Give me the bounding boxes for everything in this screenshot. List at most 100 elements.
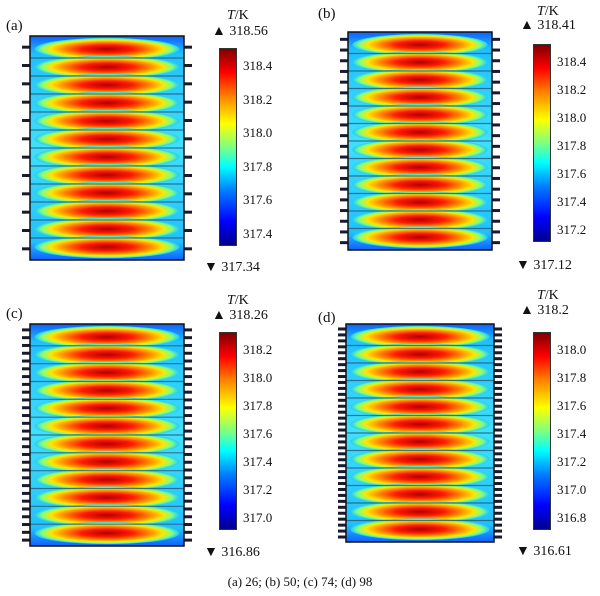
right-fin xyxy=(184,421,192,425)
right-fin xyxy=(184,476,192,480)
right-fin xyxy=(492,80,500,84)
right-fin xyxy=(492,219,500,223)
right-fin xyxy=(492,241,500,245)
left-fin xyxy=(338,499,346,503)
left-fin xyxy=(338,464,346,468)
left-fin xyxy=(22,351,30,355)
max-marker-icon: ▲ xyxy=(520,303,534,318)
max-marker-icon: ▲ xyxy=(520,18,534,33)
colorbar-tick-label: 317.8 xyxy=(557,370,587,385)
left-fin xyxy=(22,328,30,332)
left-fin xyxy=(338,357,346,361)
heat-band xyxy=(350,500,490,523)
left-fin xyxy=(340,209,348,213)
heat-band xyxy=(34,127,180,151)
colorbar xyxy=(533,332,551,530)
left-fin xyxy=(340,219,348,223)
right-fin xyxy=(494,386,502,390)
right-fin xyxy=(494,410,502,414)
left-fin xyxy=(340,69,348,73)
heat-band xyxy=(352,156,488,179)
left-fin xyxy=(340,91,348,95)
right-fin xyxy=(184,247,192,251)
right-fin xyxy=(494,452,502,456)
right-fin xyxy=(184,174,192,177)
heat-band xyxy=(352,173,488,196)
heat-band xyxy=(34,415,180,438)
left-fin xyxy=(22,375,30,379)
heat-band xyxy=(352,51,488,74)
panel-label: (c) xyxy=(6,306,23,322)
field-border xyxy=(29,35,185,261)
left-fin xyxy=(338,327,346,331)
temperature-unit: T/K xyxy=(537,288,559,303)
temperature-field-d xyxy=(338,323,502,543)
right-fin xyxy=(184,359,192,363)
right-fin xyxy=(184,491,192,495)
left-fin xyxy=(340,59,348,63)
colorbar-tick-label: 317.0 xyxy=(557,482,587,497)
right-fin xyxy=(494,339,502,343)
temperature-unit: T/K xyxy=(537,4,559,19)
max-temperature-label: ▲ 318.41 xyxy=(520,18,576,33)
left-fin xyxy=(338,529,346,533)
left-fin xyxy=(22,137,30,141)
left-fin xyxy=(340,123,348,127)
left-fin xyxy=(22,192,30,196)
heat-band xyxy=(34,199,180,223)
right-fin xyxy=(492,144,500,148)
colorbar xyxy=(219,332,237,530)
right-fin xyxy=(184,437,192,441)
colorbar-tick-label: 318.0 xyxy=(243,370,273,385)
heat-band xyxy=(34,73,180,97)
right-fin xyxy=(494,440,502,444)
right-fin xyxy=(184,336,192,340)
right-fin xyxy=(494,476,502,480)
right-fin xyxy=(492,91,500,95)
left-fin xyxy=(22,119,30,122)
colorbar-tick-label: 318.2 xyxy=(557,82,587,97)
right-fin xyxy=(494,404,502,408)
left-fin xyxy=(22,359,30,363)
left-fin xyxy=(340,102,348,106)
heat-band xyxy=(352,121,488,144)
left-fin xyxy=(22,429,30,433)
right-fin xyxy=(184,390,192,394)
right-fin xyxy=(494,464,502,468)
max-temperature-label: ▲ 318.26 xyxy=(212,308,268,323)
field-border xyxy=(29,323,185,547)
right-fin xyxy=(184,210,192,214)
colorbar-tick-label: 318.0 xyxy=(243,125,273,141)
right-fin xyxy=(184,499,192,503)
left-fin xyxy=(22,247,30,251)
heat-band xyxy=(34,504,180,527)
temperature-field-a xyxy=(22,35,192,261)
left-fin xyxy=(22,155,30,159)
left-fin xyxy=(340,166,348,170)
right-fin xyxy=(184,351,192,355)
right-fin xyxy=(494,511,502,515)
right-fin xyxy=(184,155,192,159)
left-fin xyxy=(22,367,30,371)
left-fin xyxy=(338,422,346,426)
left-fin xyxy=(22,468,30,472)
left-fin xyxy=(22,491,30,495)
left-fin xyxy=(338,482,346,486)
heat-band xyxy=(350,360,490,383)
heat-band xyxy=(350,325,490,348)
right-fin xyxy=(492,37,500,41)
left-fin xyxy=(338,434,346,438)
left-fin xyxy=(22,398,30,402)
colorbar-tick-label: 318.2 xyxy=(243,91,273,107)
colorbar-tick-label: 317.4 xyxy=(243,226,273,241)
left-fin xyxy=(340,80,348,84)
right-fin xyxy=(494,345,502,349)
heat-band xyxy=(352,103,488,126)
colorbar-tick-label: 317.4 xyxy=(557,426,587,441)
right-fin xyxy=(184,82,192,86)
right-fin xyxy=(184,229,192,232)
heat-band xyxy=(34,450,180,473)
left-fin xyxy=(22,530,30,534)
right-fin xyxy=(184,100,192,104)
colorbar-tick-label: 317.0 xyxy=(243,510,273,525)
